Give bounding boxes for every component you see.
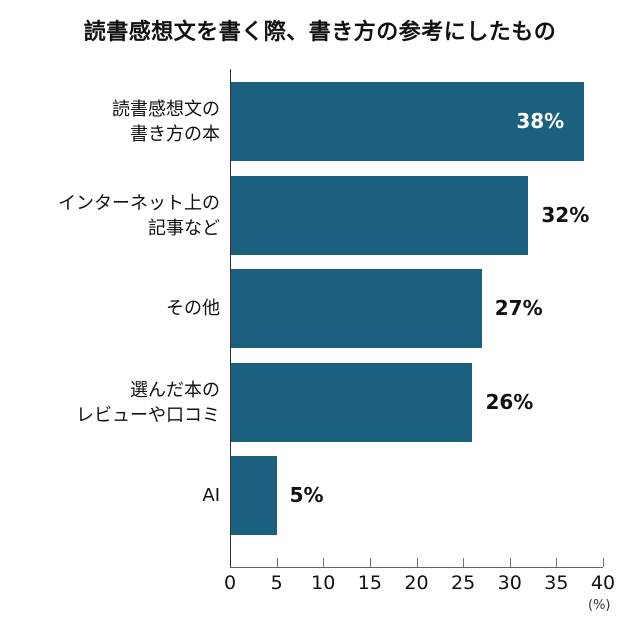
x-tick-label: 40	[590, 572, 616, 594]
x-tick-mark	[323, 558, 325, 567]
bar	[231, 363, 473, 442]
value-label: 26%	[485, 389, 534, 414]
bar	[231, 176, 529, 255]
category-label: その他	[166, 298, 220, 319]
x-tick-mark	[603, 558, 604, 567]
value-label: 27%	[494, 295, 543, 320]
x-tick-mark	[276, 558, 278, 567]
x-tick-label: 0	[223, 572, 237, 594]
x-tick-label: 10	[311, 572, 336, 594]
x-tick-mark	[509, 558, 511, 567]
chart-title: 読書感想文を書く際、書き方の参考にしたもの	[83, 20, 557, 45]
x-axis-line	[230, 567, 603, 568]
x-tick-label: 35	[544, 572, 569, 594]
x-tick-mark	[369, 558, 371, 567]
x-axis-unit: (%)	[588, 598, 611, 613]
y-axis-line	[230, 69, 231, 568]
category-label: インターネット上の 記事など	[58, 192, 220, 239]
x-tick-mark	[416, 558, 418, 567]
bar	[231, 269, 482, 348]
x-tick-mark	[463, 558, 465, 567]
x-tick-label: 5	[270, 572, 283, 594]
x-tick-label: 25	[451, 572, 476, 594]
category-label: 選んだ本の レビューや口コミ	[76, 379, 220, 426]
value-label: 32%	[541, 202, 590, 227]
value-label: 5%	[289, 482, 324, 507]
bar	[231, 82, 585, 161]
x-tick-label: 30	[497, 572, 522, 594]
x-tick-label: 20	[404, 572, 429, 594]
value-label: 38%	[516, 108, 565, 133]
x-tick-mark	[556, 558, 558, 567]
category-label: 読書感想文の 書き方の本	[112, 98, 220, 145]
category-label: AI	[202, 485, 220, 506]
bar	[231, 456, 277, 535]
x-tick-label: 15	[357, 572, 382, 594]
